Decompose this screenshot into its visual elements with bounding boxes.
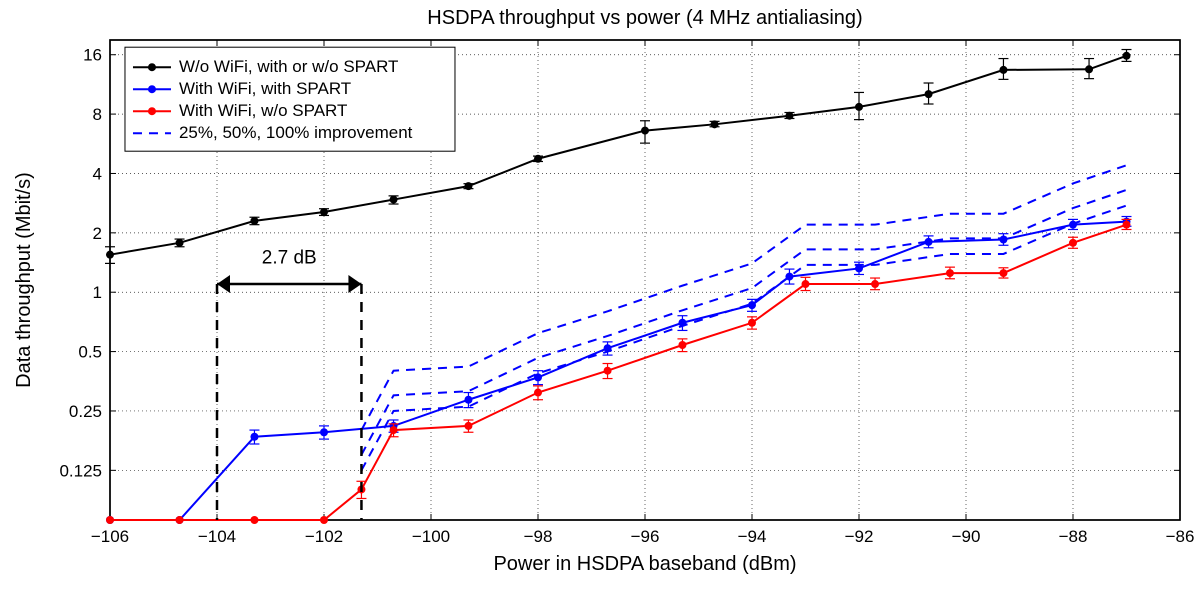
- x-tick-label: −102: [305, 527, 343, 546]
- x-tick-label: −100: [412, 527, 450, 546]
- x-tick-label: −104: [198, 527, 236, 546]
- x-tick-label: −94: [738, 527, 767, 546]
- y-tick-label: 4: [93, 164, 102, 183]
- y-tick-label: 2: [93, 224, 102, 243]
- marker: [320, 208, 328, 216]
- marker: [250, 217, 258, 225]
- marker: [250, 433, 258, 441]
- annotation-label: 2.7 dB: [262, 247, 317, 268]
- x-tick-label: −106: [91, 527, 129, 546]
- marker: [1123, 221, 1131, 229]
- marker: [106, 516, 114, 524]
- marker: [464, 396, 472, 404]
- marker: [176, 516, 184, 524]
- legend-label: With WiFi, w/o SPART: [179, 101, 347, 120]
- marker: [1085, 65, 1093, 73]
- marker: [711, 120, 719, 128]
- marker: [785, 112, 793, 120]
- marker: [678, 341, 686, 349]
- marker: [1123, 52, 1131, 60]
- chart-title: HSDPA throughput vs power (4 MHz antiali…: [427, 7, 862, 29]
- y-tick-label: 1: [93, 283, 102, 302]
- marker: [946, 269, 954, 277]
- y-tick-label: 16: [83, 46, 102, 65]
- marker: [925, 90, 933, 98]
- y-tick-label: 0.5: [78, 343, 102, 362]
- marker: [748, 319, 756, 327]
- legend-label: W/o WiFi, with or w/o SPART: [179, 57, 398, 76]
- marker: [250, 516, 258, 524]
- y-axis-label: Data throughput (Mbit/s): [13, 172, 35, 388]
- legend-label: 25%, 50%, 100% improvement: [179, 123, 413, 142]
- y-tick-label: 8: [93, 105, 102, 124]
- x-tick-label: −90: [952, 527, 981, 546]
- marker: [999, 269, 1007, 277]
- marker: [1069, 239, 1077, 247]
- marker: [390, 426, 398, 434]
- legend-label: With WiFi, with SPART: [179, 79, 351, 98]
- marker: [748, 301, 756, 309]
- marker: [604, 367, 612, 375]
- marker: [855, 103, 863, 111]
- marker: [641, 127, 649, 135]
- marker: [871, 280, 879, 288]
- marker: [534, 389, 542, 397]
- y-tick-label: 0.25: [69, 402, 102, 421]
- x-axis-label: Power in HSDPA baseband (dBm): [493, 553, 796, 575]
- marker: [176, 239, 184, 247]
- y-tick-label: 0.125: [59, 461, 102, 480]
- marker: [390, 196, 398, 204]
- chart-container: −106 −104 −102 −100 −98 −96 −94 −92 −90 −88 −86 0.1…: [0, 0, 1200, 594]
- x-tick-label: −96: [631, 527, 660, 546]
- marker: [464, 182, 472, 190]
- x-tick-label: −88: [1059, 527, 1088, 546]
- x-tick-label: −86: [1166, 527, 1195, 546]
- x-tick-label: −92: [845, 527, 874, 546]
- chart-svg: −106 −104 −102 −100 −98 −96 −94 −92 −90 −88 −86 0.1…: [0, 0, 1200, 594]
- marker: [999, 66, 1007, 74]
- marker: [534, 155, 542, 163]
- marker: [320, 516, 328, 524]
- marker: [320, 428, 328, 436]
- marker: [802, 280, 810, 288]
- marker: [464, 422, 472, 430]
- x-tick-label: −98: [524, 527, 553, 546]
- marker: [106, 251, 114, 259]
